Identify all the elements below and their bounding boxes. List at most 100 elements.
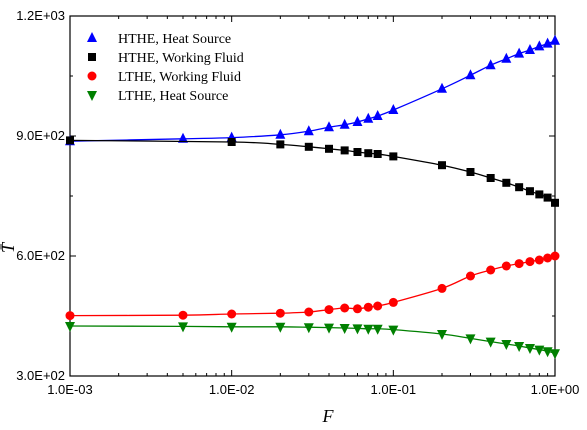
data-point-series-3 xyxy=(352,324,363,335)
data-point-series-1 xyxy=(525,187,534,196)
data-point-series-0 xyxy=(275,128,286,139)
legend-label-1: HTHE, Working Fluid xyxy=(118,51,244,66)
data-point-series-0 xyxy=(372,110,383,120)
data-point-series-3 xyxy=(226,322,237,333)
data-point-series-3 xyxy=(323,323,334,334)
data-point-series-0 xyxy=(178,132,189,143)
data-point-series-2 xyxy=(340,303,350,313)
series-line-3 xyxy=(69,325,556,354)
data-point-series-2 xyxy=(514,259,524,269)
legend-marker-3 xyxy=(87,91,97,101)
data-point-series-0 xyxy=(501,52,512,63)
data-point-series-1 xyxy=(66,136,74,145)
data-point-series-2 xyxy=(501,261,511,271)
legend-marker-1 xyxy=(88,53,96,61)
x-tick-label: 1.0E-01 xyxy=(371,382,417,397)
data-point-series-3 xyxy=(436,330,447,340)
data-point-series-3 xyxy=(485,337,496,348)
data-point-series-3 xyxy=(303,323,314,334)
y-tick-label: 1.2E+03 xyxy=(16,8,65,23)
data-point-series-3 xyxy=(542,347,553,358)
data-point-series-1 xyxy=(389,152,398,161)
data-point-series-0 xyxy=(465,69,476,80)
data-point-series-1 xyxy=(486,174,495,182)
data-point-series-3 xyxy=(178,322,189,333)
data-point-series-1 xyxy=(227,138,236,146)
data-point-series-1 xyxy=(515,183,524,192)
legend-label-0: HTHE, Heat Source xyxy=(118,32,231,47)
data-point-series-3 xyxy=(501,340,512,350)
data-point-series-1 xyxy=(364,149,373,158)
data-point-series-3 xyxy=(372,324,383,335)
data-point-series-1 xyxy=(276,140,285,149)
data-point-series-3 xyxy=(550,349,560,360)
y-axis-label: T̄ xyxy=(0,241,18,253)
x-axis-label: F xyxy=(322,406,335,426)
data-point-series-1 xyxy=(373,150,382,158)
x-tick-label: 1.0E-03 xyxy=(47,382,93,397)
data-point-series-0 xyxy=(514,47,525,58)
data-point-series-2 xyxy=(352,304,362,314)
data-point-series-0 xyxy=(524,44,535,54)
data-point-series-2 xyxy=(534,255,544,265)
data-point-series-0 xyxy=(323,121,334,132)
legend-marker-0 xyxy=(87,32,97,42)
data-point-series-3 xyxy=(388,325,399,336)
data-point-series-0 xyxy=(352,116,363,126)
data-point-series-3 xyxy=(524,344,535,354)
data-point-series-2 xyxy=(227,309,237,319)
legend-marker-2 xyxy=(87,71,97,81)
data-point-series-3 xyxy=(534,345,545,356)
data-point-series-1 xyxy=(324,144,333,153)
data-point-series-1 xyxy=(551,198,559,207)
data-point-series-2 xyxy=(388,297,398,307)
data-point-series-0 xyxy=(388,104,399,114)
data-point-series-2 xyxy=(543,253,553,263)
data-point-series-2 xyxy=(437,283,447,293)
data-point-series-0 xyxy=(485,59,496,70)
data-point-series-3 xyxy=(514,342,525,352)
data-point-series-3 xyxy=(465,334,476,345)
data-point-series-3 xyxy=(65,322,75,332)
y-tick-label: 6.0E+02 xyxy=(16,248,65,263)
data-point-series-1 xyxy=(340,146,349,155)
data-point-series-1 xyxy=(543,193,552,202)
data-point-series-0 xyxy=(534,40,545,51)
data-point-series-1 xyxy=(437,161,446,170)
series-line-2 xyxy=(69,255,556,317)
data-point-series-3 xyxy=(275,322,286,333)
plot-area: 1.0E-03 1.0E-02 1.0E-01 1.0E+00 3.0E+02 6.0E+… xyxy=(16,8,579,397)
data-point-series-2 xyxy=(178,310,188,320)
data-point-series-2 xyxy=(550,251,560,261)
legend: HTHE, Heat Source HTHE, Working Fluid LTHE… xyxy=(87,32,244,104)
legend-label-3: LTHE, Heat Source xyxy=(118,89,228,104)
y-tick-label: 9.0E+02 xyxy=(16,128,65,143)
data-point-series-0 xyxy=(303,125,314,136)
data-point-series-2 xyxy=(324,305,334,315)
data-point-series-0 xyxy=(550,34,560,45)
y-tick-label: 3.0E+02 xyxy=(16,368,65,383)
data-point-series-3 xyxy=(339,324,350,334)
legend-label-2: LTHE, Working Fluid xyxy=(118,70,241,85)
data-point-series-0 xyxy=(363,112,374,123)
data-point-series-0 xyxy=(339,118,350,129)
data-point-series-1 xyxy=(466,168,475,176)
data-point-series-1 xyxy=(502,178,511,187)
data-point-series-2 xyxy=(65,311,75,321)
data-point-series-1 xyxy=(304,142,313,151)
x-tick-label: 1.0E+00 xyxy=(531,382,580,397)
data-point-series-2 xyxy=(525,257,535,267)
data-point-series-0 xyxy=(436,82,447,93)
data-point-series-2 xyxy=(373,301,383,311)
data-point-series-2 xyxy=(363,302,373,312)
data-point-series-2 xyxy=(304,307,314,317)
data-point-series-2 xyxy=(275,308,285,318)
data-point-series-1 xyxy=(353,148,362,156)
data-point-series-2 xyxy=(465,271,475,281)
x-tick-label: 1.0E-02 xyxy=(209,382,255,397)
data-point-series-3 xyxy=(363,324,374,335)
data-point-series-1 xyxy=(535,190,544,199)
data-point-series-0 xyxy=(542,37,553,48)
